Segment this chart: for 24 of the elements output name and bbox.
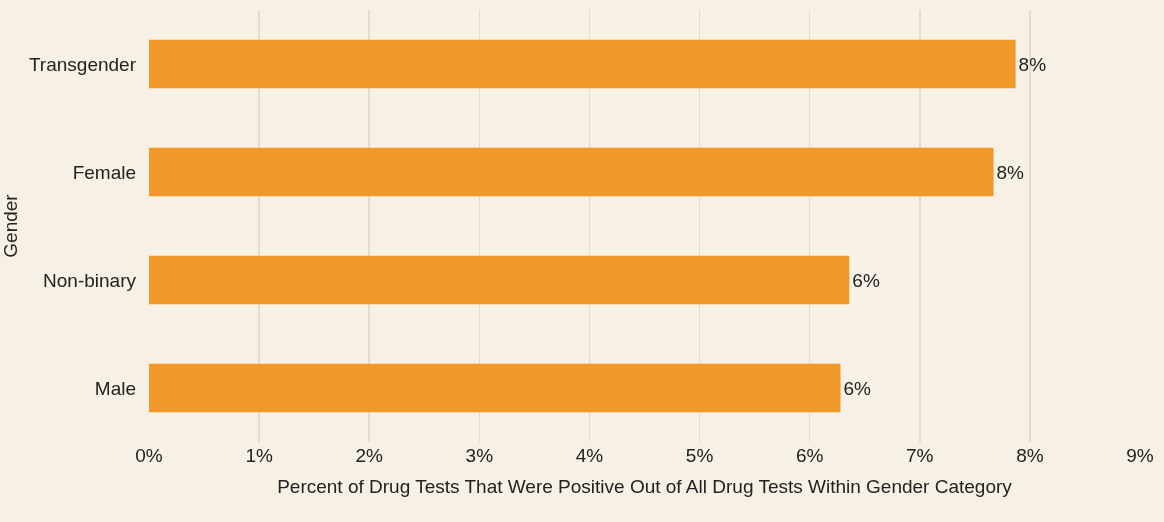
y-tick-label: Transgender bbox=[28, 53, 137, 75]
x-tick-label: 8% bbox=[1016, 445, 1044, 466]
x-tick-label: 6% bbox=[795, 445, 824, 466]
y-tick-label: Female bbox=[72, 161, 136, 183]
x-tick-label: 2% bbox=[355, 445, 384, 466]
x-tick-label: 1% bbox=[245, 445, 273, 466]
x-tick-label: 3% bbox=[465, 445, 494, 466]
x-tick-label: 5% bbox=[685, 445, 714, 466]
x-tick-label: 0% bbox=[135, 445, 163, 466]
bar bbox=[149, 255, 850, 305]
x-axis-title: Percent of Drug Tests That Were Positive Out of All Drug Tests Within Gender Category bbox=[277, 475, 1013, 497]
bar bbox=[149, 147, 994, 197]
bar bbox=[149, 39, 1016, 89]
x-tick-label: 9% bbox=[1126, 445, 1154, 466]
y-tick-label: Non-binary bbox=[43, 269, 137, 291]
y-axis-title: Gender bbox=[0, 193, 21, 258]
x-tick-label: 4% bbox=[575, 445, 604, 466]
data-label: 8% bbox=[1018, 53, 1047, 75]
y-tick-label: Male bbox=[94, 377, 136, 399]
data-label: 6% bbox=[852, 269, 880, 291]
data-label: 6% bbox=[843, 377, 872, 399]
x-tick-label: 7% bbox=[906, 445, 934, 466]
bar bbox=[149, 363, 841, 413]
data-label: 8% bbox=[996, 161, 1025, 183]
